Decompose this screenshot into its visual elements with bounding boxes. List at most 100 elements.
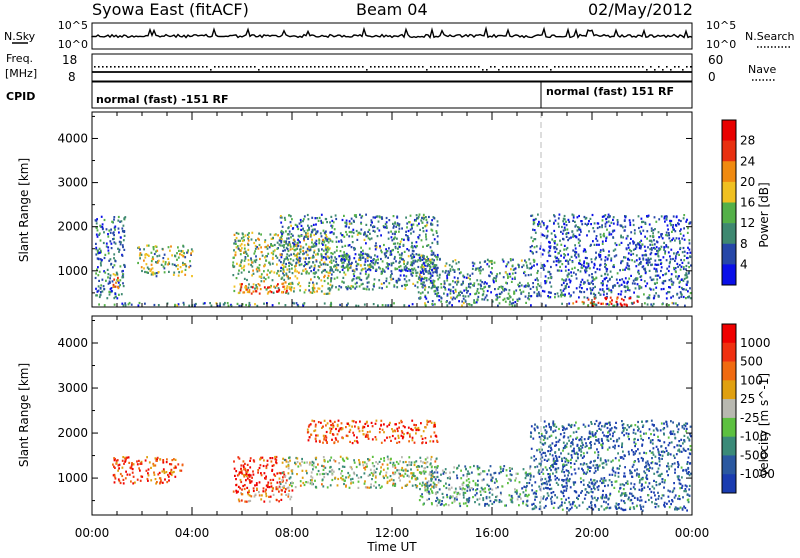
power-colorbar-swatch: [722, 120, 736, 141]
velocity-echo-cell: [468, 497, 470, 499]
power-echo-cell: [325, 257, 327, 259]
power-echo-cell: [642, 254, 644, 256]
power-echo-cell: [648, 215, 650, 217]
power-echo-cell: [259, 258, 261, 260]
power-echo-cell: [396, 268, 398, 270]
nave-dot: [178, 66, 180, 68]
power-echo-cell: [468, 277, 470, 279]
power-echo-cell: [271, 238, 273, 240]
power-echo-cell: [433, 259, 435, 261]
power-echo-cell: [108, 291, 110, 293]
power-echo-cell: [398, 231, 400, 233]
velocity-echo-cell: [432, 440, 434, 442]
velocity-echo-cell: [417, 469, 419, 471]
power-echo-cell: [410, 215, 412, 217]
power-echo-cell: [571, 275, 573, 277]
power-echo-cell: [644, 302, 646, 304]
power-echo-cell: [331, 256, 333, 258]
power-echo-cell: [517, 300, 519, 302]
velocity-echo-cell: [494, 482, 496, 484]
velocity-echo-cell: [446, 487, 448, 489]
power-echo-cell: [123, 249, 125, 251]
velocity-echo-cell: [340, 473, 342, 475]
velocity-echo-cell: [304, 484, 306, 486]
power-echo-cell: [648, 259, 650, 261]
velocity-echo-cell: [467, 499, 469, 501]
power-echo-cell: [681, 279, 683, 281]
power-echo-cell: [430, 273, 432, 275]
power-echo-cell: [653, 239, 655, 241]
velocity-echo-cell: [455, 488, 457, 490]
power-echo-cell: [284, 217, 286, 219]
power-echo-cell: [497, 305, 499, 307]
power-echo-cell: [406, 263, 408, 265]
power-echo-cell: [662, 274, 664, 276]
power-echo-cell: [437, 274, 439, 276]
power-echo-cell: [257, 238, 259, 240]
velocity-echo-cell: [347, 423, 349, 425]
power-echo-cell: [605, 264, 607, 266]
power-echo-cell: [481, 281, 483, 283]
power-echo-cell: [310, 249, 312, 251]
power-echo-cell: [655, 275, 657, 277]
power-echo-cell: [624, 220, 626, 222]
power-echo-cell: [490, 271, 492, 273]
power-echo-cell: [664, 280, 666, 282]
power-echo-cell: [664, 221, 666, 223]
velocity-echo-cell: [323, 456, 325, 458]
power-echo-cell: [123, 285, 125, 287]
power-echo-cell: [507, 297, 509, 299]
power-echo-cell: [281, 217, 283, 219]
nave-dot: [598, 66, 600, 68]
power-echo-cell: [236, 232, 238, 234]
power-echo-cell: [430, 246, 432, 248]
velocity-echo-cell: [511, 496, 513, 498]
power-echo-cell: [390, 304, 392, 306]
power-echo-cell: [232, 274, 234, 276]
velocity-echo-cell: [276, 472, 278, 474]
power-echo-cell: [597, 222, 599, 224]
power-echo-cell: [564, 229, 566, 231]
nave-dot: [410, 66, 412, 68]
power-echo-cell: [288, 237, 290, 239]
velocity-echo-cell: [440, 474, 442, 476]
velocity-echo-cell: [120, 482, 122, 484]
power-echo-cell: [290, 254, 292, 256]
power-echo-cell: [178, 271, 180, 273]
power-echo-cell: [399, 246, 401, 248]
power-echo-cell: [600, 236, 602, 238]
power-echo-cell: [480, 284, 482, 286]
power-echo-cell: [282, 291, 284, 293]
power-echo-cell: [656, 282, 658, 284]
power-echo-cell: [594, 298, 596, 300]
nave-dot: [630, 66, 632, 68]
power-echo-cell: [158, 271, 160, 273]
power-echo-cell: [319, 217, 321, 219]
power-echo-cell: [577, 226, 579, 228]
power-echo-cell: [325, 263, 327, 265]
power-echo-cell: [622, 260, 624, 262]
velocity-echo-cell: [514, 488, 516, 490]
velocity-echo-cell: [140, 480, 142, 482]
power-echo-cell: [401, 254, 403, 256]
nave-dot: [154, 66, 156, 68]
nave-dot: [114, 66, 116, 68]
nave-dot: [374, 66, 376, 68]
power-echo-cell: [100, 284, 102, 286]
power-echo-cell: [342, 257, 344, 259]
power-echo-cell: [624, 303, 626, 305]
velocity-echo-cell: [153, 465, 155, 467]
power-echo-cell: [433, 265, 435, 267]
velocity-echo-cell: [278, 491, 280, 493]
power-echo-cell: [264, 286, 266, 288]
velocity-echo-cell: [419, 488, 421, 490]
velocity-echo-cell: [527, 500, 529, 502]
power-echo-cell: [672, 224, 674, 226]
power-echo-cell: [564, 215, 566, 217]
power-echo-cell: [388, 219, 390, 221]
power-echo-cell: [378, 229, 380, 231]
power-echo-cell: [104, 304, 106, 306]
power-echo-cell: [178, 250, 180, 252]
power-echo-cell: [581, 223, 583, 225]
power-echo-cell: [333, 232, 335, 234]
